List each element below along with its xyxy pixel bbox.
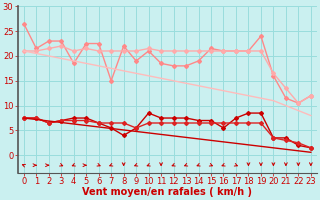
X-axis label: Vent moyen/en rafales ( km/h ): Vent moyen/en rafales ( km/h ) (82, 187, 252, 197)
